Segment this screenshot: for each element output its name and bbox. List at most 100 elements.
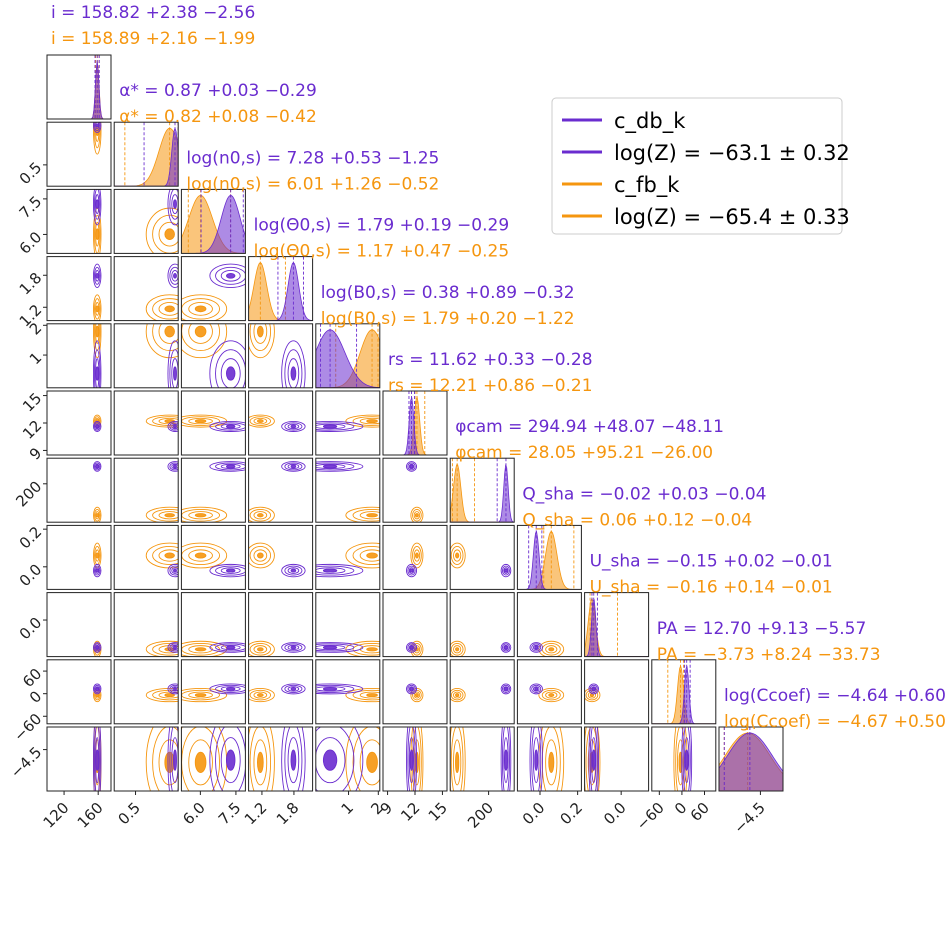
contour-c-db-k-5-4-1 (315, 422, 355, 431)
panel-frame-3-0 (46, 256, 112, 322)
contour-c-fb-k-10-8-1 (585, 727, 599, 791)
panel-10-4 (315, 726, 381, 792)
contour-c-db-k-10-5-2 (408, 737, 415, 784)
contour-c-db-k-9-0-0 (92, 683, 102, 695)
contour-c-db-k-5-3-3 (290, 424, 297, 429)
contour-c-fb-k-8-3-3 (257, 647, 264, 652)
contour-c-db-k-2-0-3 (95, 199, 100, 209)
contour-c-fb-k-8-1-1 (152, 642, 179, 656)
contour-c-fb-k-5-1-3 (164, 419, 175, 424)
panel-frame-4-4 (315, 323, 381, 389)
contour-c-db-k-7-0-0 (92, 563, 102, 578)
panel-frame-10-6 (449, 726, 515, 792)
legend-label-c-db-k: c_db_k (614, 109, 686, 134)
contour-c-db-k-3-0-3 (95, 272, 100, 279)
contour-c-db-k-7-2-2 (220, 567, 241, 574)
panel-2-2 (180, 188, 246, 254)
contour-c-db-k-10-4-3 (322, 749, 338, 771)
contour-c-db-k-9-5-0 (406, 683, 418, 695)
contour-c-db-k-7-5-2 (408, 567, 415, 574)
y-tick-label-log-ccoef-0: −4.5 (7, 743, 45, 781)
contour-c-db-k-9-8-0 (588, 683, 600, 695)
contour-c-fb-k-8-6-2 (453, 645, 462, 654)
contour-c-db-k-9-3-0 (281, 683, 306, 695)
panel-frame-5-1 (113, 390, 179, 456)
contour-c-db-k-5-3-0 (281, 420, 306, 432)
contour-c-db-k-8-5-2 (408, 644, 415, 651)
contour-c-fb-k-9-7-2 (545, 691, 558, 699)
contour-c-db-k-8-4-2 (315, 644, 346, 651)
contour-c-db-k-7-5-1 (407, 565, 416, 576)
title-c-db-k-q-sha: Q_sha = −0.02 +0.03 −0.04 (522, 484, 766, 504)
contour-c-db-k-10-8-3 (591, 749, 596, 771)
panel-frame-3-2 (180, 256, 246, 322)
x-tick-label-i-0: 120 (40, 799, 73, 832)
contour-c-fb-k-9-3-1 (249, 689, 272, 701)
contour-c-db-k-10-1-0 (167, 727, 171, 791)
panel-3-0 (46, 256, 112, 322)
contour-c-db-k-3-0-0 (92, 263, 102, 288)
contour-c-fb-k-6-2-0 (181, 506, 228, 523)
contour-c-db-k-8-3-1 (284, 643, 303, 652)
contour-c-db-k-6-1-2 (171, 463, 179, 470)
contour-c-db-k-8-6-1 (501, 643, 510, 652)
panel-frame-9-4 (315, 659, 381, 725)
contour-c-fb-k-5-2-2 (188, 417, 213, 425)
contour-c-db-k-9-7-3 (534, 686, 539, 691)
panel-frame-7-3 (248, 524, 314, 590)
panel-6-4 (315, 457, 381, 523)
panel-frame-10-8 (584, 726, 650, 792)
title-c-db-k-log-ccoef: log(Ccoef) = −4.64 +0.60 −0.34 (724, 686, 946, 706)
contour-c-db-k-1-0-3 (95, 123, 100, 128)
contour-c-fb-k-9-6-3 (455, 693, 460, 698)
contour-c-db-k-6-3-3 (290, 464, 297, 469)
contour-c-db-k-9-0-1 (94, 684, 101, 693)
contour-c-db-k-4-0-0 (92, 340, 102, 388)
contour-c-fb-k-9-6-2 (453, 691, 462, 699)
contour-c-db-k-6-4-2 (315, 463, 346, 470)
panel-frame-3-1 (113, 256, 179, 322)
title-c-fb-k-pa: PA = −3.73 +8.24 −33.73 (657, 645, 881, 665)
title-c-db-k-cam: φcam = 294.94 +48.07 −48.11 (455, 417, 724, 437)
title-c-db-k-log-0-s: log(Θ0,s) = 1.79 +0.19 −0.29 (254, 216, 510, 236)
panel-5-4 (315, 390, 381, 456)
contour-c-fb-k-7-1-3 (164, 552, 175, 559)
contour-c-fb-k-4-0-1 (94, 323, 101, 352)
contour-c-db-k-10-0-1 (94, 727, 101, 791)
contour-c-db-k-9-4-1 (315, 684, 355, 693)
contour-c-fb-k-6-2-2 (188, 511, 213, 520)
contour-c-db-k-4-1-1 (169, 349, 179, 388)
contour-c-fb-k-8-5-2 (413, 645, 421, 654)
contour-c-fb-k-7-6-1 (450, 546, 464, 566)
panel-3-2 (180, 256, 246, 322)
contour-c-db-k-10-9-0 (681, 727, 693, 791)
panel-frame-8-1 (113, 592, 179, 658)
hist-c-db-k-u-sha (584, 599, 649, 657)
contour-c-fb-k-4-3-1 (249, 323, 272, 352)
x-tick-label-log-0-s-0: 1.2 (241, 799, 271, 829)
contour-c-db-k-9-0-3 (95, 686, 100, 691)
panel-frame-9-5 (382, 659, 448, 725)
contour-c-db-k-7-4-3 (322, 568, 338, 573)
contour-c-fb-k-3-2-3 (194, 305, 207, 313)
contour-c-db-k-6-1-0 (167, 461, 179, 472)
panel-7-4 (315, 524, 381, 590)
panel-frame-5-2 (180, 390, 246, 456)
panel-7-0 (46, 524, 112, 590)
contour-c-fb-k-10-4-0 (345, 727, 355, 791)
contour-c-fb-k-6-0-0 (93, 506, 102, 523)
panel-frame-4-0 (46, 323, 112, 389)
y-tick-label-rs-0: 9 (26, 444, 45, 463)
contour-c-db-k-10-6-2 (503, 737, 509, 784)
panel-6-6 (449, 457, 515, 523)
contour-c-db-k-8-2-3 (225, 645, 236, 650)
panel-4-4 (315, 323, 381, 389)
contour-c-db-k-10-5-3 (409, 749, 414, 771)
contour-c-db-k-10-6-0 (500, 727, 512, 791)
panel-5-1 (113, 390, 179, 456)
y-tick-label-log-n0-s-0: 6.0 (16, 228, 46, 258)
contour-c-fb-k-4-0-0 (93, 323, 102, 359)
panel-frame-10-9 (651, 726, 717, 792)
contour-c-fb-k-7-2-0 (181, 542, 228, 569)
panel-8-0 (46, 592, 112, 658)
